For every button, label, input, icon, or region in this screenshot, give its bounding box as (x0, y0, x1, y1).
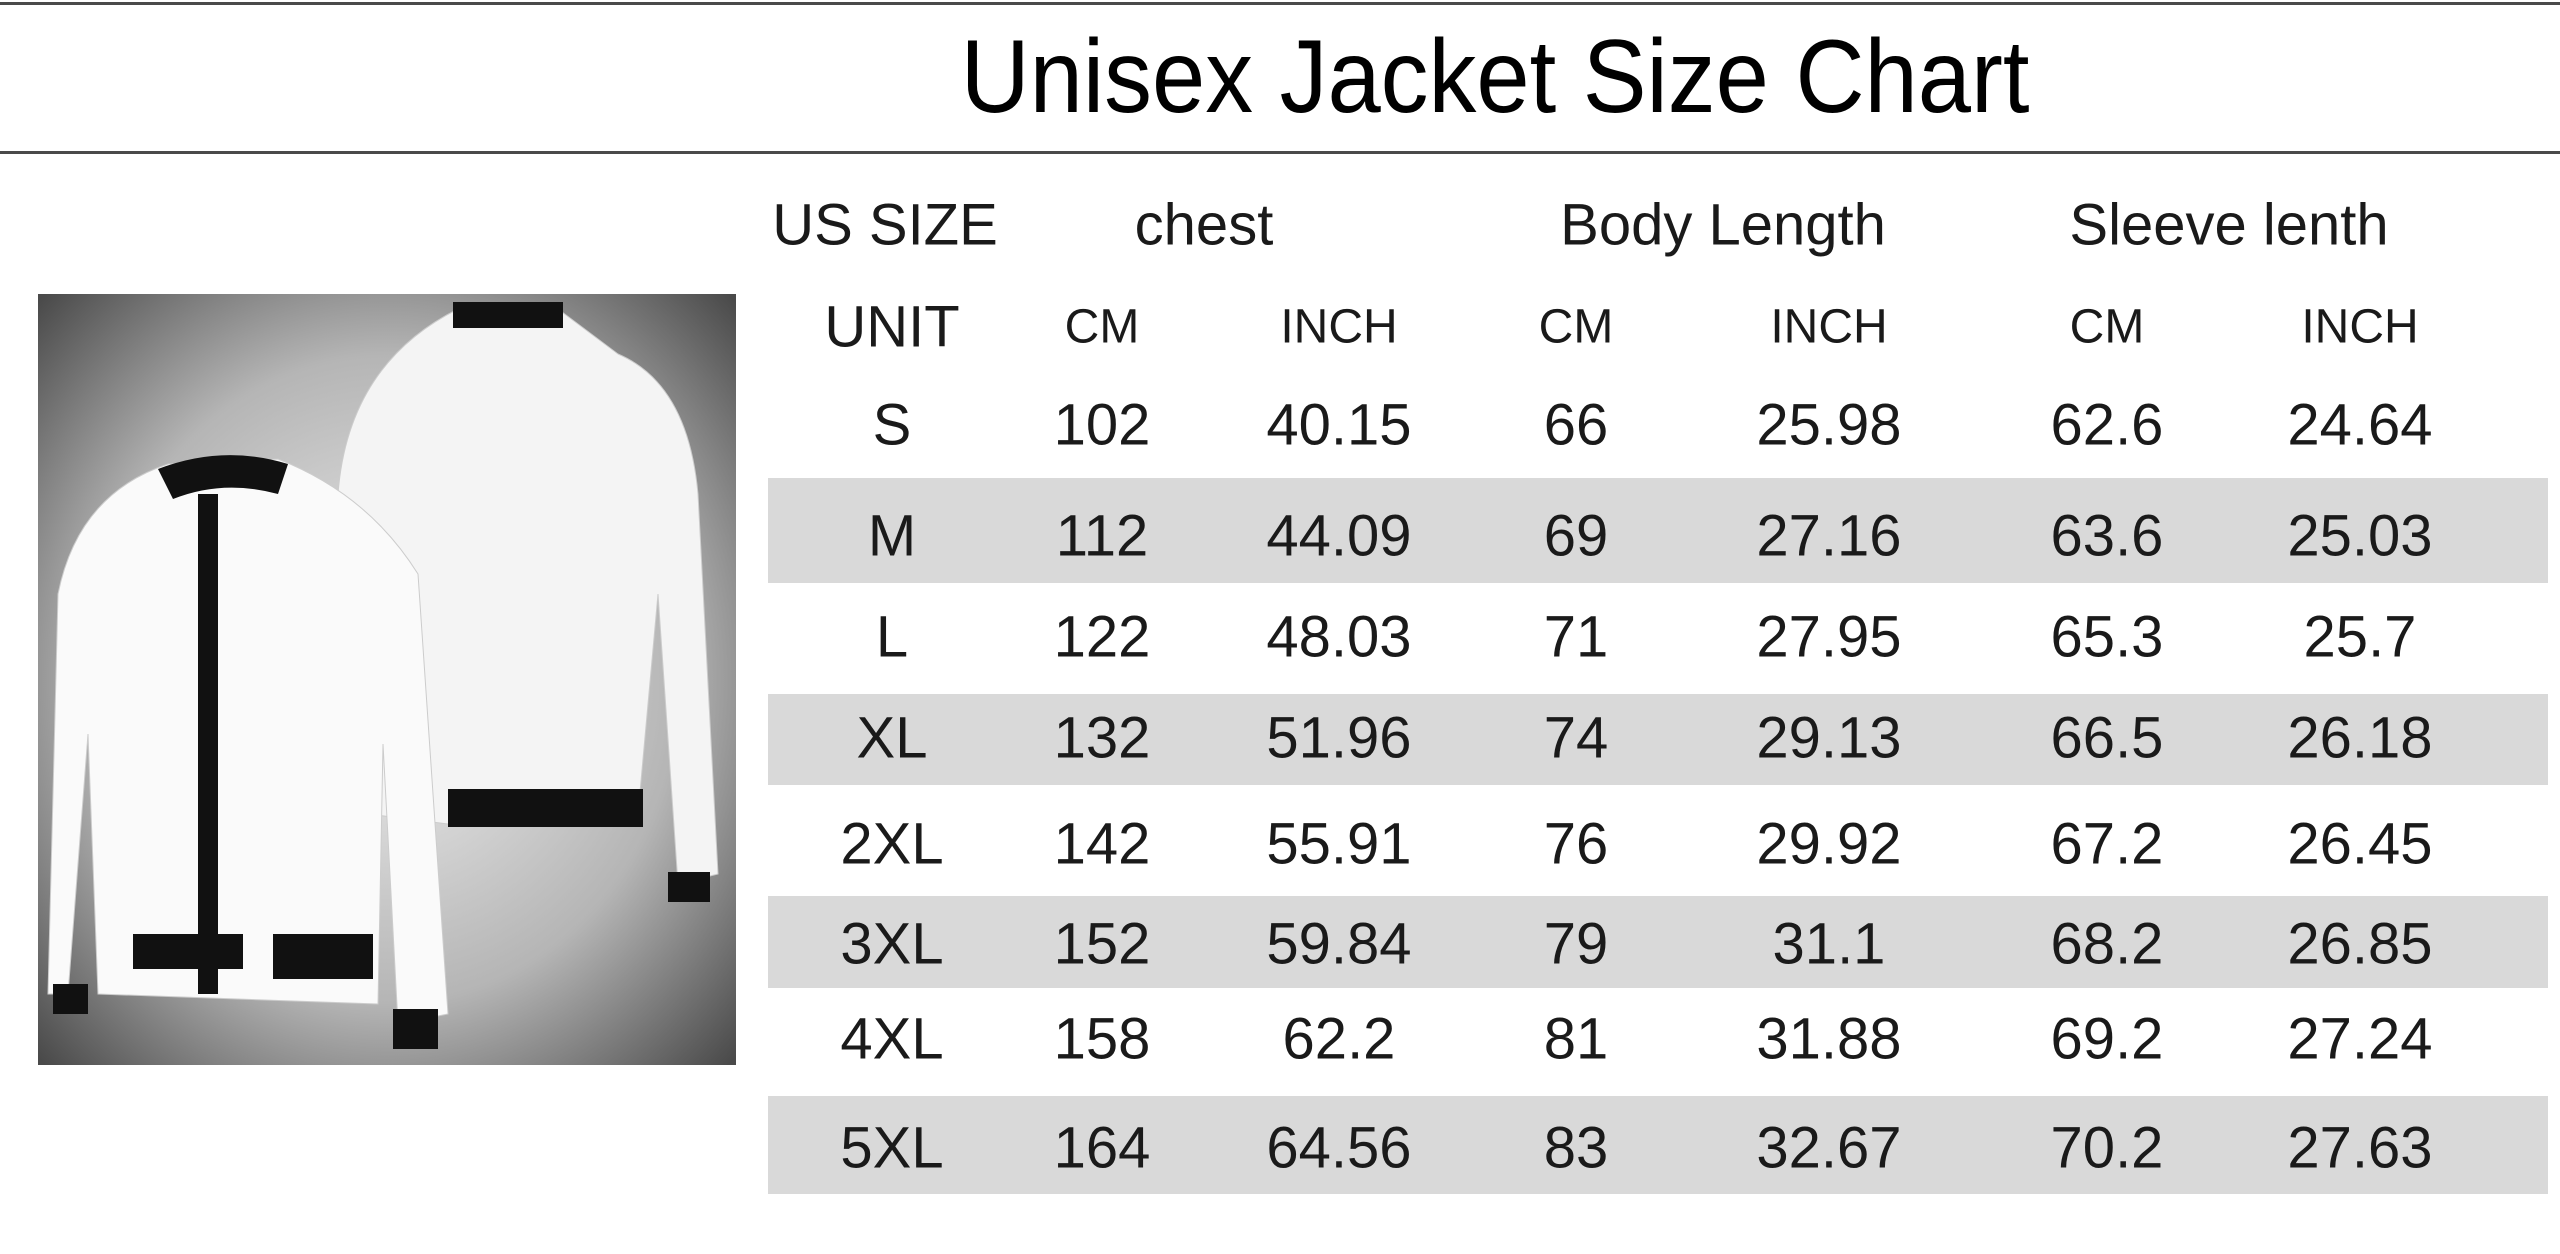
column-header: Sleeve lenth (2069, 192, 2389, 258)
size-label: M (867, 503, 917, 569)
column-header: chest (1134, 192, 1274, 258)
size-label: S (872, 392, 912, 458)
measurement-cell: 27.24 (2287, 1006, 2433, 1072)
measurement-cell: 142 (1053, 811, 1151, 877)
measurement-cell: 26.18 (2287, 705, 2433, 771)
measurement-cell: 164 (1053, 1115, 1151, 1181)
measurement-cell: 69 (1543, 503, 1609, 569)
measurement-cell: 40.15 (1266, 392, 1412, 458)
measurement-cell: 70.2 (2050, 1115, 2164, 1181)
title-divider (0, 151, 2560, 154)
measurement-cell: 62.2 (1282, 1006, 1396, 1072)
measurement-cell: 122 (1053, 604, 1151, 670)
measurement-cell: 55.91 (1266, 811, 1412, 877)
jacket-photo (38, 294, 736, 1065)
row-band (768, 694, 2548, 785)
measurement-cell: 102 (1053, 392, 1151, 458)
measurement-cell: 66.5 (2050, 705, 2164, 771)
size-label: 5XL (840, 1115, 944, 1181)
measurement-cell: 31.88 (1756, 1006, 1902, 1072)
measurement-cell: 62.6 (2050, 392, 2164, 458)
measurement-cell: 29.13 (1756, 705, 1902, 771)
measurement-cell: 66 (1543, 392, 1609, 458)
size-label: 4XL (840, 1006, 944, 1072)
measurement-cell: 71 (1543, 604, 1609, 670)
size-label: XL (856, 705, 928, 771)
measurement-cell: 24.64 (2287, 392, 2433, 458)
unit-cell: INCH (1280, 300, 1398, 354)
unit-cell: INCH (1770, 300, 1888, 354)
measurement-cell: 27.95 (1756, 604, 1902, 670)
column-header: US SIZE (772, 192, 998, 258)
unit-cell: CM (1538, 300, 1614, 354)
measurement-cell: 79 (1543, 911, 1609, 977)
unit-cell: UNIT (824, 294, 960, 360)
column-header: Body Length (1560, 192, 1886, 258)
measurement-cell: 27.16 (1756, 503, 1902, 569)
measurement-cell: 48.03 (1266, 604, 1412, 670)
measurement-cell: 69.2 (2050, 1006, 2164, 1072)
unit-cell: INCH (2301, 300, 2419, 354)
measurement-cell: 76 (1543, 811, 1609, 877)
row-band (768, 1096, 2548, 1194)
measurement-cell: 32.67 (1756, 1115, 1902, 1181)
measurement-cell: 65.3 (2050, 604, 2164, 670)
measurement-cell: 31.1 (1772, 911, 1886, 977)
measurement-cell: 81 (1543, 1006, 1609, 1072)
measurement-cell: 25.03 (2287, 503, 2433, 569)
size-label: 2XL (840, 811, 944, 877)
measurement-cell: 26.45 (2287, 811, 2433, 877)
measurement-cell: 29.92 (1756, 811, 1902, 877)
measurement-cell: 59.84 (1266, 911, 1412, 977)
measurement-cell: 44.09 (1266, 503, 1412, 569)
measurement-cell: 83 (1543, 1115, 1609, 1181)
measurement-cell: 152 (1053, 911, 1151, 977)
measurement-cell: 51.96 (1266, 705, 1412, 771)
row-band (768, 478, 2548, 583)
measurement-cell: 68.2 (2050, 911, 2164, 977)
measurement-cell: 25.7 (2303, 604, 2417, 670)
measurement-cell: 64.56 (1266, 1115, 1412, 1181)
measurement-cell: 27.63 (2287, 1115, 2433, 1181)
measurement-cell: 67.2 (2050, 811, 2164, 877)
measurement-cell: 132 (1053, 705, 1151, 771)
measurement-cell: 74 (1543, 705, 1609, 771)
measurement-cell: 25.98 (1756, 392, 1902, 458)
size-label: 3XL (840, 911, 944, 977)
row-band (768, 896, 2548, 988)
measurement-cell: 63.6 (2050, 503, 2164, 569)
measurement-cell: 26.85 (2287, 911, 2433, 977)
unit-cell: CM (2069, 300, 2145, 354)
page-title: Unisex Jacket Size Chart (960, 19, 2030, 135)
size-label: L (875, 604, 909, 670)
measurement-cell: 158 (1053, 1006, 1151, 1072)
measurement-cell: 112 (1055, 503, 1149, 569)
top-border (0, 2, 2560, 5)
unit-cell: CM (1064, 300, 1140, 354)
